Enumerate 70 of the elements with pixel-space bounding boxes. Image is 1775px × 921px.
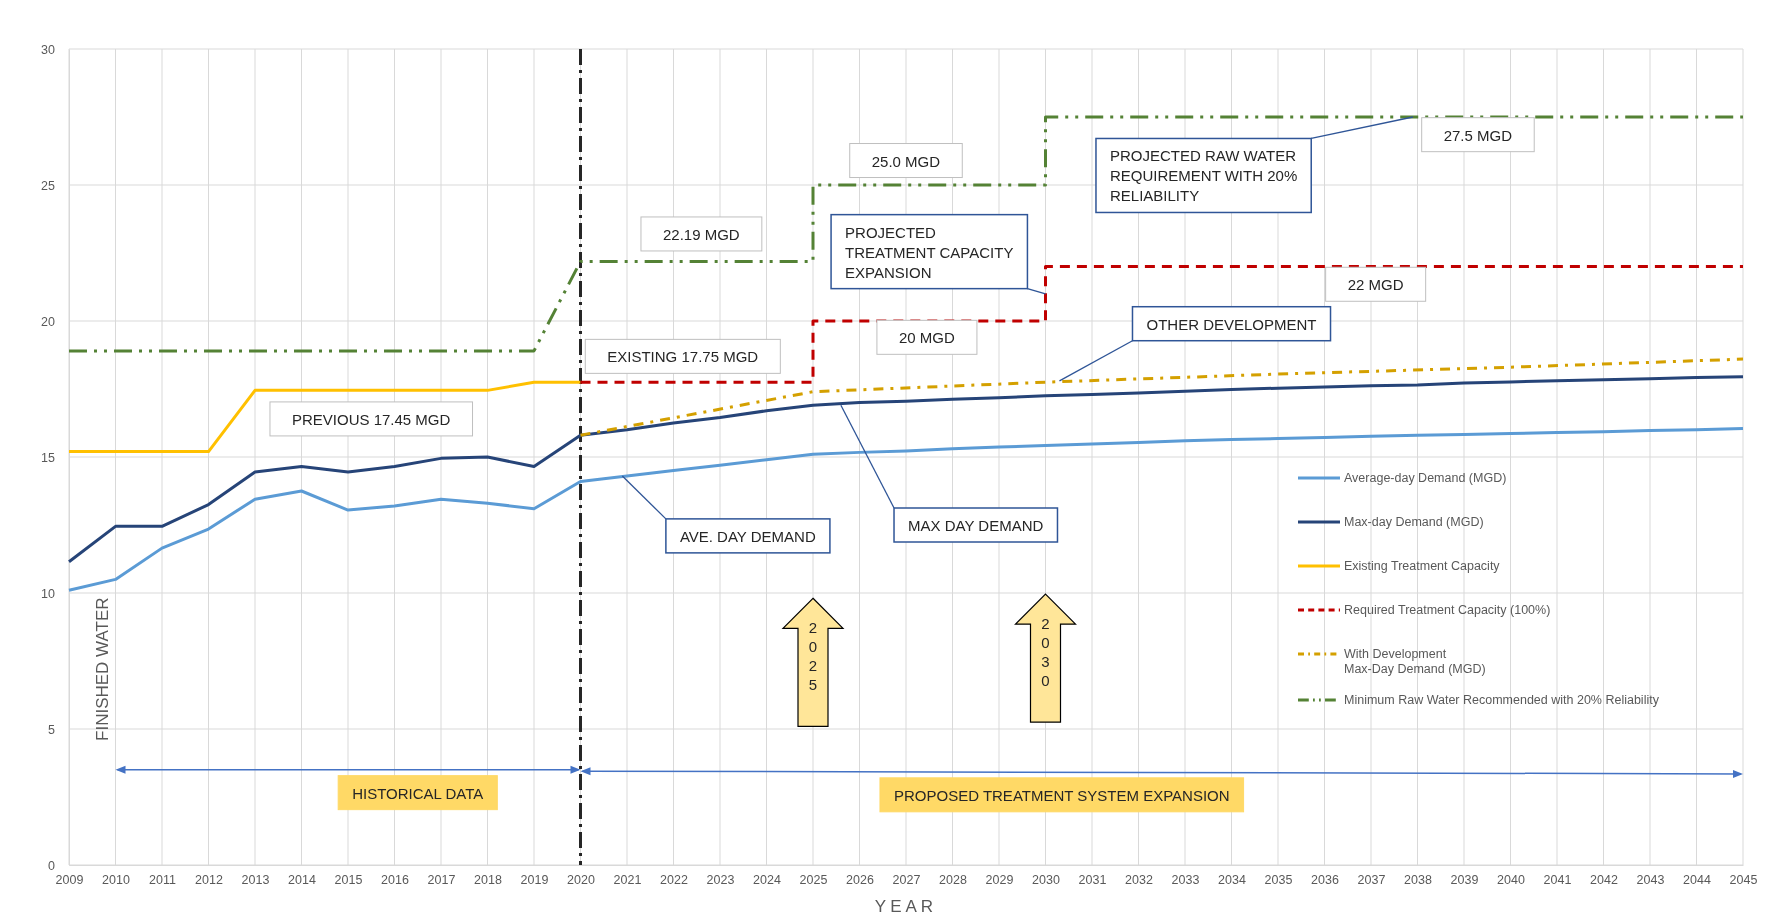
x-tick-label: 2037 bbox=[1357, 872, 1386, 887]
x-tick-label: 2024 bbox=[753, 872, 781, 887]
annotation: MAX DAY DEMAND bbox=[908, 517, 1044, 534]
x-tick-label: 2029 bbox=[985, 872, 1014, 887]
annotation: PREVIOUS 17.45 MGD bbox=[291, 410, 451, 428]
x-tick-label: 2035 bbox=[1264, 872, 1293, 887]
x-tick-label: 2041 bbox=[1543, 872, 1572, 887]
x-tick-label: 2022 bbox=[660, 872, 688, 887]
x-tick-label: 2042 bbox=[1590, 872, 1618, 887]
legend-label: With Development Max-Day Demand (MGD) bbox=[1344, 647, 1486, 676]
annotation: 2025 bbox=[808, 619, 818, 694]
x-tick-label: 2033 bbox=[1171, 872, 1200, 887]
annotation: 22.19 MGD bbox=[662, 225, 740, 243]
x-tick-label: 2039 bbox=[1450, 872, 1479, 887]
x-tick-label: 2014 bbox=[288, 872, 316, 887]
x-tick-label: 2009 bbox=[55, 872, 84, 887]
legend-label: Existing Treatment Capacity bbox=[1344, 559, 1501, 573]
annotation: PROJECTED RAW WATER REQUIREMENT WITH 20% RELIABILITY bbox=[1109, 147, 1298, 205]
annotation: EXISTING 17.75 MGD bbox=[607, 348, 759, 366]
annotation: OTHER DEVELOPMENT bbox=[1146, 315, 1317, 333]
legend-label: Minimum Raw Water Recommended with 20% Reliability bbox=[1344, 693, 1660, 707]
x-tick-label: 2032 bbox=[1125, 872, 1153, 887]
x-tick-label: 2011 bbox=[149, 872, 176, 887]
x-tick-label: 2017 bbox=[427, 872, 456, 887]
line-series bbox=[67, 426, 1745, 592]
x-tick-label: 2028 bbox=[939, 872, 967, 887]
y-tick-label: 30 bbox=[41, 42, 56, 57]
x-tick-label: 2040 bbox=[1497, 872, 1525, 887]
y-tick-label: 25 bbox=[41, 178, 56, 193]
x-tick-label: 2044 bbox=[1683, 872, 1711, 887]
x-tick-label: 2030 bbox=[1032, 872, 1060, 887]
x-tick-label: 2019 bbox=[520, 872, 549, 887]
x-tick-label: 2038 bbox=[1404, 872, 1432, 887]
y-tick-label: 5 bbox=[48, 722, 56, 737]
x-tick-label: 2043 bbox=[1636, 872, 1665, 887]
annotation: 25.0 MGD bbox=[871, 152, 941, 170]
x-tick-label: 2034 bbox=[1218, 872, 1246, 887]
line-series bbox=[67, 115, 1745, 353]
legend-label: Required Treatment Capacity (100%) bbox=[1344, 603, 1551, 617]
annotation: HISTORICAL DATA bbox=[352, 784, 484, 802]
legend-label: Average-day Demand (MGD) bbox=[1344, 471, 1507, 485]
x-tick-label: 2013 bbox=[241, 872, 270, 887]
annotation: 22 MGD bbox=[1347, 276, 1404, 294]
annotation: PROPOSED TREATMENT SYSTEM EXPANSION bbox=[893, 786, 1230, 804]
y-tick-label: 10 bbox=[41, 586, 56, 601]
x-tick-label: 2018 bbox=[474, 872, 502, 887]
y-axis-title: FINISHED WATER bbox=[93, 597, 112, 741]
x-tick-label: 2015 bbox=[334, 872, 363, 887]
y-tick-label: 0 bbox=[48, 858, 56, 873]
x-tick-label: 2020 bbox=[567, 872, 595, 887]
x-tick-label: 2012 bbox=[195, 872, 223, 887]
x-tick-label: 2010 bbox=[102, 872, 130, 887]
x-axis-title: YEAR bbox=[874, 897, 938, 916]
legend-label: Max-day Demand (MGD) bbox=[1344, 515, 1484, 529]
x-tick-label: 2025 bbox=[799, 872, 828, 887]
x-tick-label: 2036 bbox=[1311, 872, 1339, 887]
x-tick-label: 2023 bbox=[706, 872, 735, 887]
x-tick-label: 2026 bbox=[846, 872, 874, 887]
annotation: PROJECTED TREATMENT CAPACITY EXPANSION bbox=[845, 223, 1014, 281]
x-tick-label: 2045 bbox=[1729, 872, 1758, 887]
y-tick-label: 20 bbox=[41, 314, 56, 329]
x-tick-label: 2016 bbox=[381, 872, 409, 887]
annotation: 2030 bbox=[1041, 615, 1050, 690]
x-tick-label: 2031 bbox=[1078, 872, 1107, 887]
annotation: 20 MGD bbox=[898, 329, 955, 347]
y-tick-label: 15 bbox=[41, 450, 56, 465]
annotation: AVE. DAY DEMAND bbox=[679, 527, 816, 545]
annotation: 27.5 MGD bbox=[1443, 126, 1513, 144]
x-tick-label: 2027 bbox=[892, 872, 921, 887]
x-tick-label: 2021 bbox=[613, 872, 642, 887]
